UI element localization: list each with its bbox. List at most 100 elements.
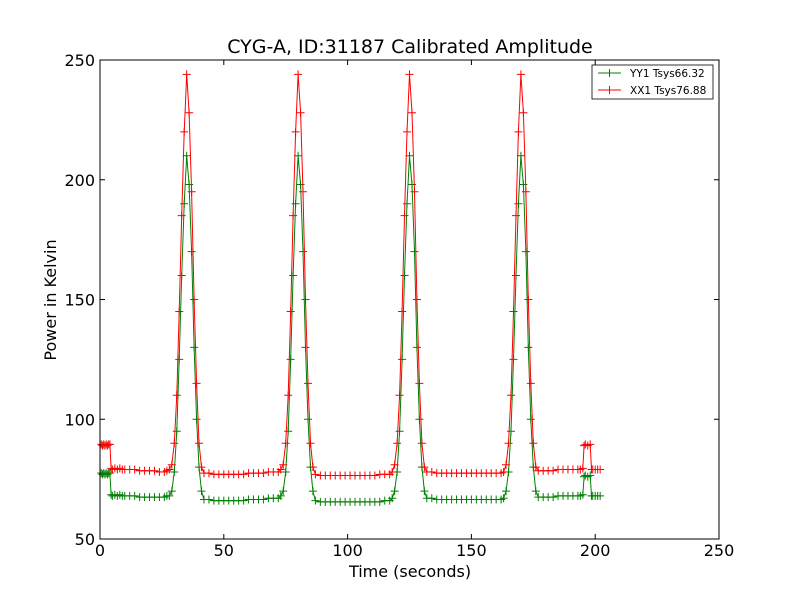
data-point [526,415,535,424]
data-point [403,127,412,136]
data-point [507,391,516,400]
data-point [289,211,298,220]
data-point [417,439,426,448]
data-point [519,108,528,117]
legend: YY1 Tsys66.32 XX1 Tsys76.88 [591,64,714,100]
data-point [187,247,196,256]
data-point [308,463,317,472]
data-point [187,187,196,196]
data-point [388,494,397,503]
data-point [514,127,523,136]
x-tick-label: 50 [214,541,234,560]
data-point [291,199,300,208]
data-point [180,199,189,208]
data-point [405,151,414,160]
data-point [516,70,525,79]
x-tick-label: 250 [704,541,735,560]
data-point [375,497,384,506]
data-point [197,487,206,496]
data-point [398,307,407,316]
x-tick-label: 150 [456,541,487,560]
series-1 [97,70,605,480]
data-point [511,211,520,220]
data-point [502,460,511,469]
data-point [286,355,295,364]
data-point [276,465,285,474]
data-point [185,108,194,117]
y-tick-label: 50 [75,530,95,549]
data-point [167,487,176,496]
data-point [586,440,595,449]
data-point [182,70,191,79]
y-tick-label: 200 [64,171,95,190]
data-point [410,247,419,256]
data-point [499,467,508,476]
data-point [509,307,518,316]
chart-title: CYG-A, ID:31187 Calibrated Amplitude [227,36,592,58]
data-point [427,467,436,476]
data-point [170,467,179,476]
data-point [516,151,525,160]
data-point [150,466,159,475]
data-point [279,487,288,496]
data-point [395,391,404,400]
data-point [420,463,429,472]
data-point [299,187,308,196]
data-point [311,496,320,505]
data-point [175,355,184,364]
data-point [407,108,416,117]
data-point [177,271,186,280]
data-point [306,439,315,448]
data-point [284,427,293,436]
y-axis-label: Power in Kelvin [41,239,60,360]
data-point [529,439,538,448]
data-point [192,415,201,424]
data-point [204,469,213,478]
data-point [276,491,285,500]
data-point [239,470,248,479]
data-point [400,271,409,280]
data-point [195,439,204,448]
data-point [177,211,186,220]
data-point [403,199,412,208]
x-tick-label: 0 [95,541,105,560]
data-point [531,487,540,496]
data-point [294,70,303,79]
data-point [596,491,605,500]
series-line [100,155,601,503]
data-point [182,151,191,160]
x-tick-label: 100 [332,541,363,560]
data-point [405,70,414,79]
data-point [239,496,248,505]
data-point [130,465,139,474]
data-point [301,295,310,304]
data-point [393,439,402,448]
data-point [289,271,298,280]
data-point [296,108,305,117]
data-point [521,187,530,196]
data-point [294,151,303,160]
data-point [370,471,379,480]
data-point [499,494,508,503]
data-point [390,460,399,469]
data-point [167,460,176,469]
data-point [130,491,139,500]
data-point [398,355,407,364]
data-point [415,415,424,424]
data-point [303,379,312,388]
data-point [388,467,397,476]
data-point [286,307,295,316]
data-point [549,466,558,475]
data-point [511,271,520,280]
data-point [172,391,181,400]
data-point [303,415,312,424]
data-point [281,439,290,448]
data-point [172,427,181,436]
legend-label-yy1: YY1 Tsys66.32 [629,68,705,80]
data-point [410,187,419,196]
data-point [165,491,174,500]
data-point [524,343,533,352]
